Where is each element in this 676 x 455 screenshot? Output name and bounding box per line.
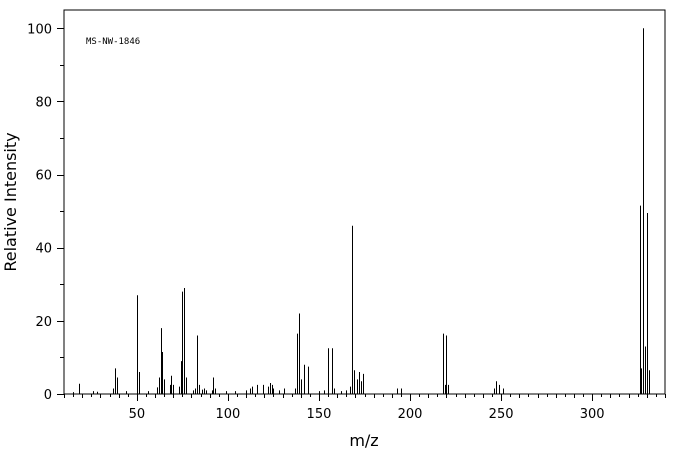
plot-frame [63, 9, 666, 395]
x-tick-label-250: 250 [489, 407, 514, 422]
y-axis-title: Relative Intensity [1, 132, 20, 271]
y-tick-label-100: 100 [27, 22, 52, 37]
x-axis-ticks: 50 100 150 200 250 300 [64, 394, 666, 422]
y-tick-label-20: 20 [35, 315, 52, 330]
x-tick-label-300: 300 [580, 407, 605, 422]
y-tick-label-60: 60 [35, 169, 52, 184]
x-tick-label-200: 200 [398, 407, 423, 422]
y-tick-label-80: 80 [35, 95, 52, 110]
spectrum-id-annotation: MS-NW-1846 [86, 37, 140, 47]
x-tick-label-150: 150 [307, 407, 332, 422]
y-tick-label-40: 40 [35, 242, 52, 257]
peaks-layer [73, 28, 650, 394]
x-axis-title: m/z [349, 431, 378, 450]
y-axis-ticks: 0 20 40 60 80 100 [27, 22, 64, 403]
y-tick-label-0: 0 [44, 388, 52, 403]
x-tick-label-100: 100 [215, 407, 240, 422]
x-tick-label-50: 50 [129, 407, 146, 422]
